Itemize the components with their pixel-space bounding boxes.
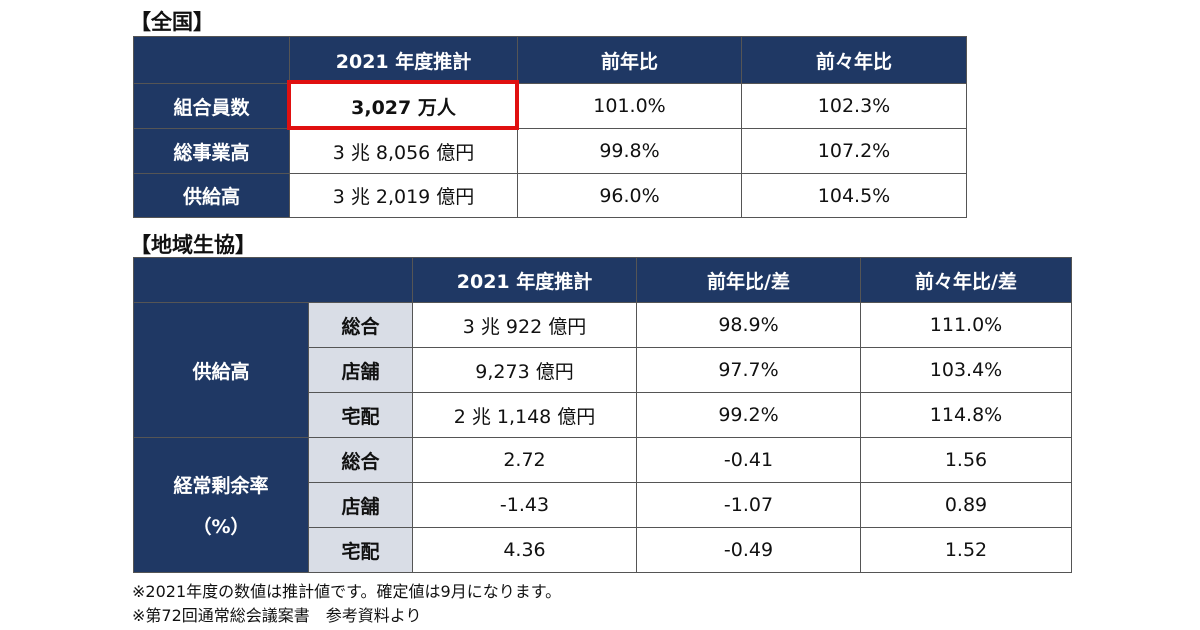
surplus-total-2yoy: 1.56 <box>860 437 1072 483</box>
supply-store-estimate: 9,273 億円 <box>412 347 637 393</box>
table-row: 総事業高 3 兆 8,056 億円 99.8% 107.2% <box>133 128 967 174</box>
national-header-yoy: 前年比 <box>517 36 742 84</box>
group-label-surplus-rate: 経常剰余率 （%） <box>133 437 309 573</box>
table-row: 経常剰余率 （%） 総合 2.72 -0.41 1.56 <box>133 437 1072 573</box>
surplus-delivery-2yoy: 1.52 <box>860 527 1072 573</box>
sub-label-store: 店舗 <box>308 347 413 393</box>
supply-estimate-value: 3 兆 2,019 億円 <box>289 173 518 218</box>
members-2yoy-value: 102.3% <box>741 83 967 129</box>
row-label-supply: 供給高 <box>133 173 290 218</box>
supply-delivery-2yoy: 114.8% <box>860 392 1072 438</box>
surplus-rate-label-line1: 経常剰余率 <box>173 475 269 497</box>
footnote-source: ※第72回通常総会議案書 参考資料より <box>132 606 422 625</box>
total-business-yoy-value: 99.8% <box>517 128 742 174</box>
national-section-title: 【全国】 <box>130 10 214 34</box>
surplus-delivery-estimate: 4.36 <box>412 527 637 573</box>
regional-header-estimate: 2021 年度推計 <box>412 257 637 303</box>
supply-store-yoy: 97.7% <box>636 347 861 393</box>
total-business-2yoy-value: 107.2% <box>741 128 967 174</box>
sub-label-delivery: 宅配 <box>308 527 413 573</box>
supply-delivery-estimate: 2 兆 1,148 億円 <box>412 392 637 438</box>
group-label-supply: 供給高 <box>133 302 309 438</box>
surplus-total-estimate: 2.72 <box>412 437 637 483</box>
total-business-estimate-value: 3 兆 8,056 億円 <box>289 128 518 174</box>
regional-header-blank <box>133 257 413 303</box>
national-header-blank <box>133 36 290 84</box>
national-header-estimate: 2021 年度推計 <box>289 36 518 84</box>
members-highlight-box <box>287 80 519 130</box>
table-row: 組合員数 3,027 万人 101.0% 102.3% <box>133 83 967 129</box>
footnote-estimate: ※2021年度の数値は推計値です。確定値は9月になります。 <box>132 582 562 601</box>
regional-header-2yoy: 前々年比/差 <box>860 257 1072 303</box>
regional-header-yoy: 前年比/差 <box>636 257 861 303</box>
supply-total-2yoy: 111.0% <box>860 302 1072 348</box>
supply-total-yoy: 98.9% <box>636 302 861 348</box>
table-row: 供給高 総合 3 兆 922 億円 98.9% 111.0% <box>133 302 1072 438</box>
sub-label-store: 店舗 <box>308 482 413 528</box>
table-row: 供給高 3 兆 2,019 億円 96.0% 104.5% <box>133 173 967 218</box>
supply-store-2yoy: 103.4% <box>860 347 1072 393</box>
members-yoy-value: 101.0% <box>517 83 742 129</box>
supply-yoy-value: 96.0% <box>517 173 742 218</box>
surplus-store-2yoy: 0.89 <box>860 482 1072 528</box>
table-row: 宅配 4.36 -0.49 1.52 <box>134 527 1072 573</box>
sub-label-total: 総合 <box>308 302 413 348</box>
supply-delivery-yoy: 99.2% <box>636 392 861 438</box>
table-row: 宅配 2 兆 1,148 億円 99.2% 114.8% <box>134 392 1072 438</box>
national-header-2yoy: 前々年比 <box>741 36 967 84</box>
sub-label-total: 総合 <box>308 437 413 483</box>
national-table: 2021 年度推計 前年比 前々年比 組合員数 3,027 万人 101.0% … <box>133 36 967 218</box>
regional-table: 2021 年度推計 前年比/差 前々年比/差 供給高 総合 3 兆 922 億円… <box>133 257 1072 573</box>
table-row: 店舗 -1.43 -1.07 0.89 <box>134 482 1072 528</box>
surplus-store-estimate: -1.43 <box>412 482 637 528</box>
supply-total-estimate: 3 兆 922 億円 <box>412 302 637 348</box>
row-label-members: 組合員数 <box>133 83 290 129</box>
sub-label-delivery: 宅配 <box>308 392 413 438</box>
surplus-store-yoy: -1.07 <box>636 482 861 528</box>
row-label-total-business: 総事業高 <box>133 128 290 174</box>
members-estimate-value: 3,027 万人 <box>289 83 518 129</box>
regional-section-title: 【地域生協】 <box>130 233 256 257</box>
surplus-total-yoy: -0.41 <box>636 437 861 483</box>
table-row: 店舗 9,273 億円 97.7% 103.4% <box>134 347 1072 393</box>
supply-2yoy-value: 104.5% <box>741 173 967 218</box>
surplus-delivery-yoy: -0.49 <box>636 527 861 573</box>
surplus-rate-label-line2: （%） <box>192 516 250 538</box>
